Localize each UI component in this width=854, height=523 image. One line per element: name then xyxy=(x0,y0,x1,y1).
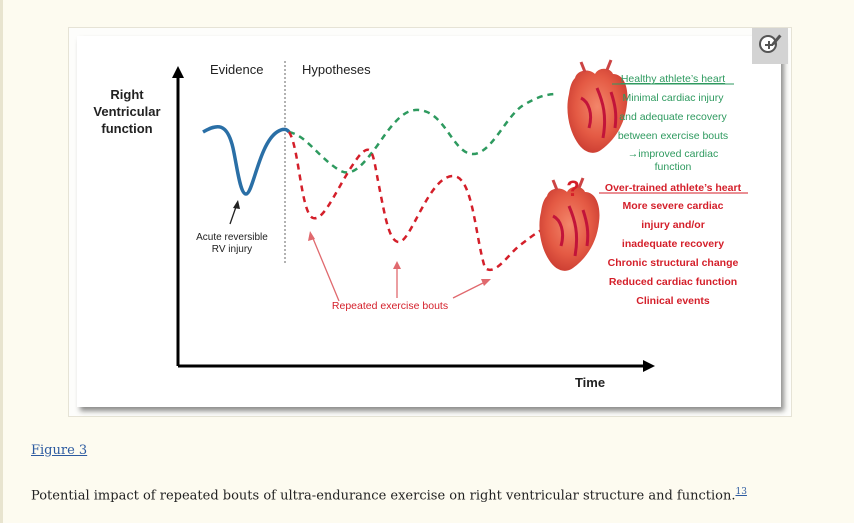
acute-injury-arrowhead xyxy=(233,200,240,209)
overtrained-line-4: Chronic structural change xyxy=(608,257,739,269)
diagram-svg: Right Ventricular function Time Evidence… xyxy=(93,59,748,390)
healthy-path xyxy=(288,92,558,174)
caption-text: Potential impact of repeated bouts of ul… xyxy=(31,488,736,504)
overtrained-heart-illustration xyxy=(539,177,600,271)
healthy-line-3: between exercise bouts xyxy=(618,130,728,142)
repeated-bouts-label: Repeated exercise bouts xyxy=(332,300,448,312)
healthy-line-1: Minimal cardiac injury xyxy=(623,92,725,104)
zoom-in-icon xyxy=(759,35,777,53)
y-axis-arrowhead xyxy=(172,66,184,78)
caption-reference-link[interactable]: 13 xyxy=(735,487,747,497)
y-axis-label-line-2: Ventricular xyxy=(93,104,160,119)
bout-arrowhead-2 xyxy=(393,261,401,269)
overtrained-title: Over-trained athlete’s heart xyxy=(605,182,742,194)
figure-container[interactable]: Right Ventricular function Time Evidence… xyxy=(68,27,792,417)
healthy-heart-illustration xyxy=(567,59,628,153)
x-axis-label: Time xyxy=(575,375,605,390)
overtrained-line-1: More severe cardiac xyxy=(623,200,724,212)
y-axis-label-line-1: Right xyxy=(110,87,144,102)
section-hypotheses-label: Hypotheses xyxy=(302,62,371,77)
healthy-line-2: and adequate recovery xyxy=(619,111,727,123)
section-evidence-label: Evidence xyxy=(210,62,263,77)
y-axis-label-line-3: function xyxy=(101,121,152,136)
question-mark: ? xyxy=(566,176,579,201)
x-axis-arrowhead xyxy=(643,360,655,372)
bout-arrow-3 xyxy=(452,280,488,299)
page-left-rule xyxy=(0,0,3,523)
bout-arrow-1 xyxy=(311,235,340,302)
figure-image[interactable]: Right Ventricular function Time Evidence… xyxy=(77,36,781,407)
acute-label-line-2: RV injury xyxy=(212,244,252,255)
healthy-title: Healthy athlete’s heart xyxy=(621,73,725,85)
bout-arrowhead-3 xyxy=(481,279,491,286)
evidence-curve xyxy=(202,124,291,196)
bout-arrowhead-1 xyxy=(308,231,315,241)
figure-link[interactable]: Figure 3 xyxy=(31,443,88,458)
healthy-line-4: →improved cardiac xyxy=(628,148,718,160)
overtrained-line-5: Reduced cardiac function xyxy=(609,276,737,288)
healthy-line-5: function xyxy=(655,161,692,173)
figure-caption: Potential impact of repeated bouts of ul… xyxy=(31,484,747,503)
zoom-button[interactable] xyxy=(752,28,788,64)
overtrained-line-6: Clinical events xyxy=(636,295,710,307)
acute-label-line-1: Acute reversible xyxy=(196,232,268,243)
overtrained-line-2: injury and/or xyxy=(641,219,705,231)
overtrained-path xyxy=(287,131,556,272)
overtrained-line-3: inadequate recovery xyxy=(622,238,724,250)
